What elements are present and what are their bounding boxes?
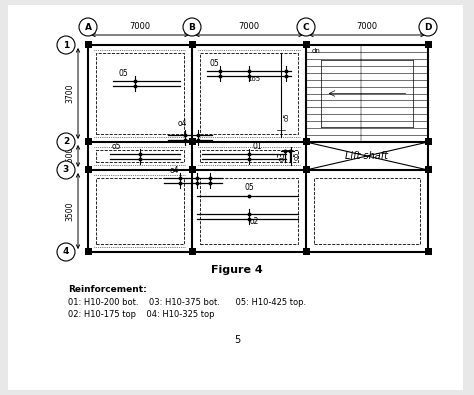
Text: 1o5: 1o5: [247, 76, 261, 82]
Text: o5: o5: [111, 142, 121, 151]
Bar: [189, 166, 196, 173]
Text: 05: 05: [244, 183, 254, 192]
Text: 3500: 3500: [65, 201, 74, 221]
Text: 01: 01: [252, 142, 262, 151]
Text: Reinforcement:: Reinforcement:: [68, 285, 147, 294]
Text: o2: o2: [249, 217, 259, 226]
Circle shape: [297, 18, 315, 36]
Bar: [96, 178, 184, 244]
Text: C: C: [303, 23, 310, 32]
Text: 7000: 7000: [129, 22, 151, 31]
Text: o5: o5: [294, 152, 300, 160]
Bar: [303, 248, 310, 255]
Circle shape: [183, 18, 201, 36]
Text: o4: o4: [169, 166, 179, 175]
Bar: [85, 166, 92, 173]
Text: 05: 05: [209, 59, 219, 68]
Text: 1: 1: [63, 41, 69, 49]
Bar: [303, 138, 310, 145]
Text: 3: 3: [63, 166, 69, 175]
Text: o4: o4: [177, 119, 187, 128]
Bar: [306, 45, 428, 142]
Text: 7000: 7000: [356, 22, 378, 31]
Text: 2: 2: [63, 137, 69, 147]
Bar: [85, 138, 92, 145]
Bar: [314, 178, 420, 244]
Text: Lift shaft: Lift shaft: [346, 151, 389, 161]
Text: Figure 4: Figure 4: [211, 265, 263, 275]
Bar: [189, 41, 196, 48]
Circle shape: [57, 243, 75, 261]
Text: 4: 4: [63, 248, 69, 256]
Text: 01: H10-200 bot.    03: H10-375 bot.      05: H10-425 top.: 01: H10-200 bot. 03: H10-375 bot. 05: H1…: [68, 298, 306, 307]
Bar: [96, 150, 184, 162]
Text: o5: o5: [284, 113, 290, 121]
Bar: [425, 248, 432, 255]
Bar: [189, 248, 196, 255]
Bar: [88, 45, 428, 252]
Text: 05: 05: [118, 70, 128, 79]
Bar: [189, 138, 196, 145]
Bar: [303, 166, 310, 173]
Bar: [200, 150, 298, 162]
Text: 1500: 1500: [65, 146, 74, 166]
Circle shape: [79, 18, 97, 36]
Text: dn: dn: [312, 48, 321, 54]
Bar: [85, 41, 92, 48]
Bar: [303, 41, 310, 48]
Text: o3: o3: [278, 151, 287, 161]
Text: A: A: [84, 23, 91, 32]
Bar: [306, 142, 428, 170]
Bar: [425, 166, 432, 173]
Text: B: B: [189, 23, 195, 32]
Circle shape: [57, 36, 75, 54]
Text: 5: 5: [234, 335, 240, 345]
Circle shape: [57, 161, 75, 179]
Bar: [96, 53, 184, 134]
Text: 02: H10-175 top    04: H10-325 top: 02: H10-175 top 04: H10-325 top: [68, 310, 215, 319]
Text: D: D: [424, 23, 432, 32]
Bar: [85, 248, 92, 255]
Bar: [425, 138, 432, 145]
Bar: [425, 41, 432, 48]
Text: 3700: 3700: [65, 84, 74, 103]
Bar: [200, 178, 298, 244]
Circle shape: [57, 133, 75, 151]
Text: 7000: 7000: [238, 22, 260, 31]
Bar: [200, 53, 298, 134]
Circle shape: [419, 18, 437, 36]
